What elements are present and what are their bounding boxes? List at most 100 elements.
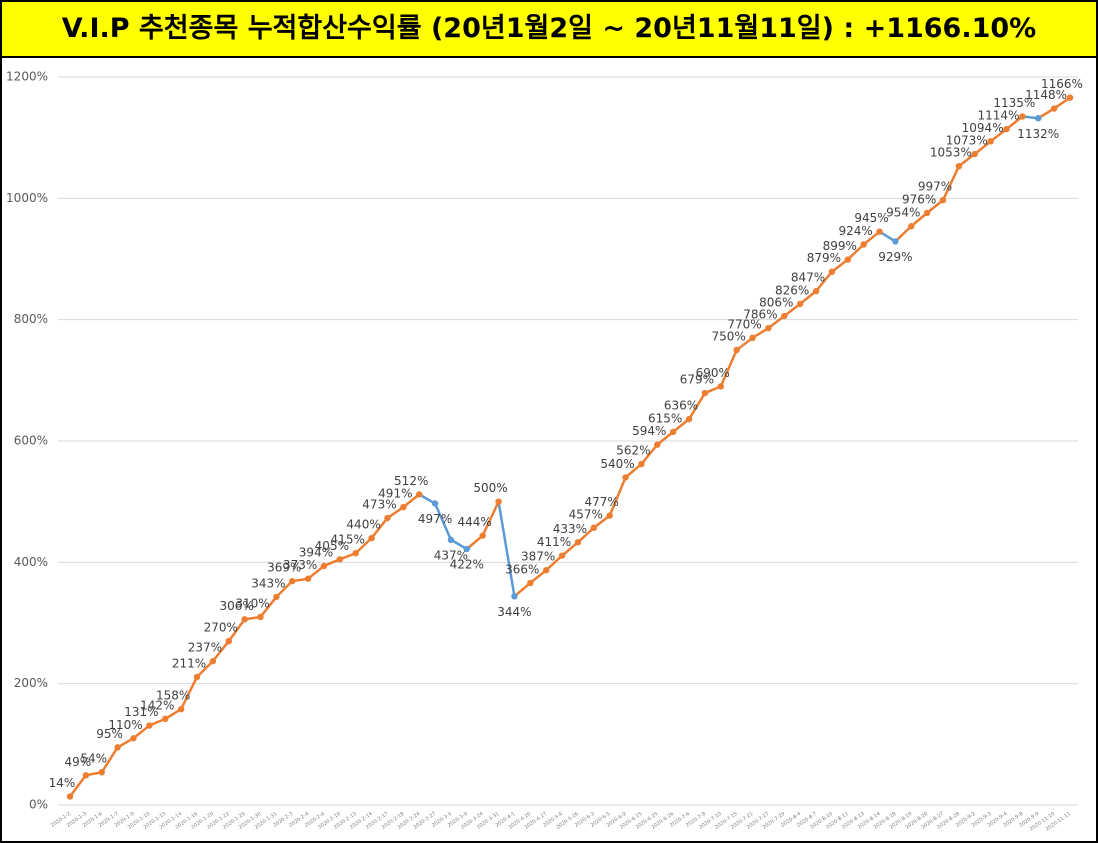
data-label: 497% [418,512,452,526]
data-label: 500% [473,481,507,495]
point [1003,125,1010,133]
point [955,162,963,170]
point [908,223,915,230]
data-label: 1135% [993,96,1035,110]
chart: 0%200%400%600%800%1000%1200%14%2020-1-24… [6,70,1083,833]
point [669,428,677,436]
data-label: 1073% [946,134,988,148]
data-label: 415% [331,533,365,547]
point [352,550,359,557]
point [574,539,582,546]
chart-title: V.I.P 추천종목 누적합산수익률 (20년1월2일 ~ 20년11월11일)… [2,2,1096,58]
point [82,772,90,779]
data-label: 1094% [962,121,1004,135]
point [177,705,185,713]
point [654,441,661,448]
point [447,536,455,544]
data-label: 444% [458,515,492,529]
point [590,524,598,531]
point [130,735,137,742]
point [860,241,867,248]
point [701,389,709,397]
point [479,532,486,539]
data-label: 1114% [978,109,1020,123]
data-label: 411% [537,535,571,549]
point [98,769,105,776]
point [923,209,931,217]
data-label: 49% [65,755,92,769]
line-segment [68,493,420,798]
data-label: 1148% [1025,88,1067,102]
data-label: 405% [315,539,349,553]
data-label: 594% [632,424,666,438]
data-label: 422% [450,557,484,571]
point [542,567,550,574]
data-label: 433% [553,522,587,536]
point [622,474,629,481]
data-label: 997% [918,180,952,194]
data-label: 373% [283,558,317,572]
point [939,196,947,204]
point [844,256,851,263]
data-label: 14% [49,776,76,790]
point [971,150,978,158]
line-segment [497,501,516,597]
data-label: 437% [434,548,468,562]
data-label: 879% [807,251,841,265]
data-label: 679% [680,373,714,387]
data-label: 690% [696,366,730,380]
point [225,638,232,645]
point [1050,105,1058,112]
point [209,658,217,665]
data-label: 770% [727,317,761,331]
data-label: 387% [521,550,555,564]
point [892,238,899,245]
data-label: 158% [156,689,190,703]
point [146,722,153,729]
point [765,324,772,332]
point [368,534,375,542]
point [638,460,645,468]
point [987,138,994,145]
point [558,552,566,559]
data-label: 306% [219,599,253,613]
y-tick-label: 400% [14,555,48,569]
point [336,556,344,563]
data-label: 1132% [1017,127,1059,141]
point [384,514,391,522]
data-label: 945% [854,211,888,225]
data-label: 847% [791,271,825,285]
data-label: 270% [204,621,238,635]
point [1019,113,1026,120]
point [431,500,439,507]
point [511,593,518,600]
data-label: 806% [759,296,793,310]
data-label: 615% [648,411,682,425]
data-label: 366% [505,562,539,576]
data-label: 1053% [930,146,972,160]
point [1066,94,1074,101]
point [193,673,201,681]
line-segment [513,230,881,598]
point [781,312,788,320]
point [273,593,280,601]
point [304,575,312,582]
data-label: 924% [838,224,872,238]
data-label: 310% [235,596,269,610]
point [463,545,471,553]
point [320,562,328,570]
point [876,228,883,235]
data-label: 394% [299,545,333,559]
data-label: 131% [124,705,158,719]
data-label: 899% [823,239,857,253]
data-label: 369% [267,561,301,575]
point [812,287,820,295]
point [1035,115,1042,122]
data-label: 540% [600,457,634,471]
point [257,613,264,621]
data-label: 343% [251,576,285,590]
point [495,498,502,505]
point [733,346,740,354]
data-label: 512% [394,474,428,488]
data-label: 976% [902,192,936,206]
